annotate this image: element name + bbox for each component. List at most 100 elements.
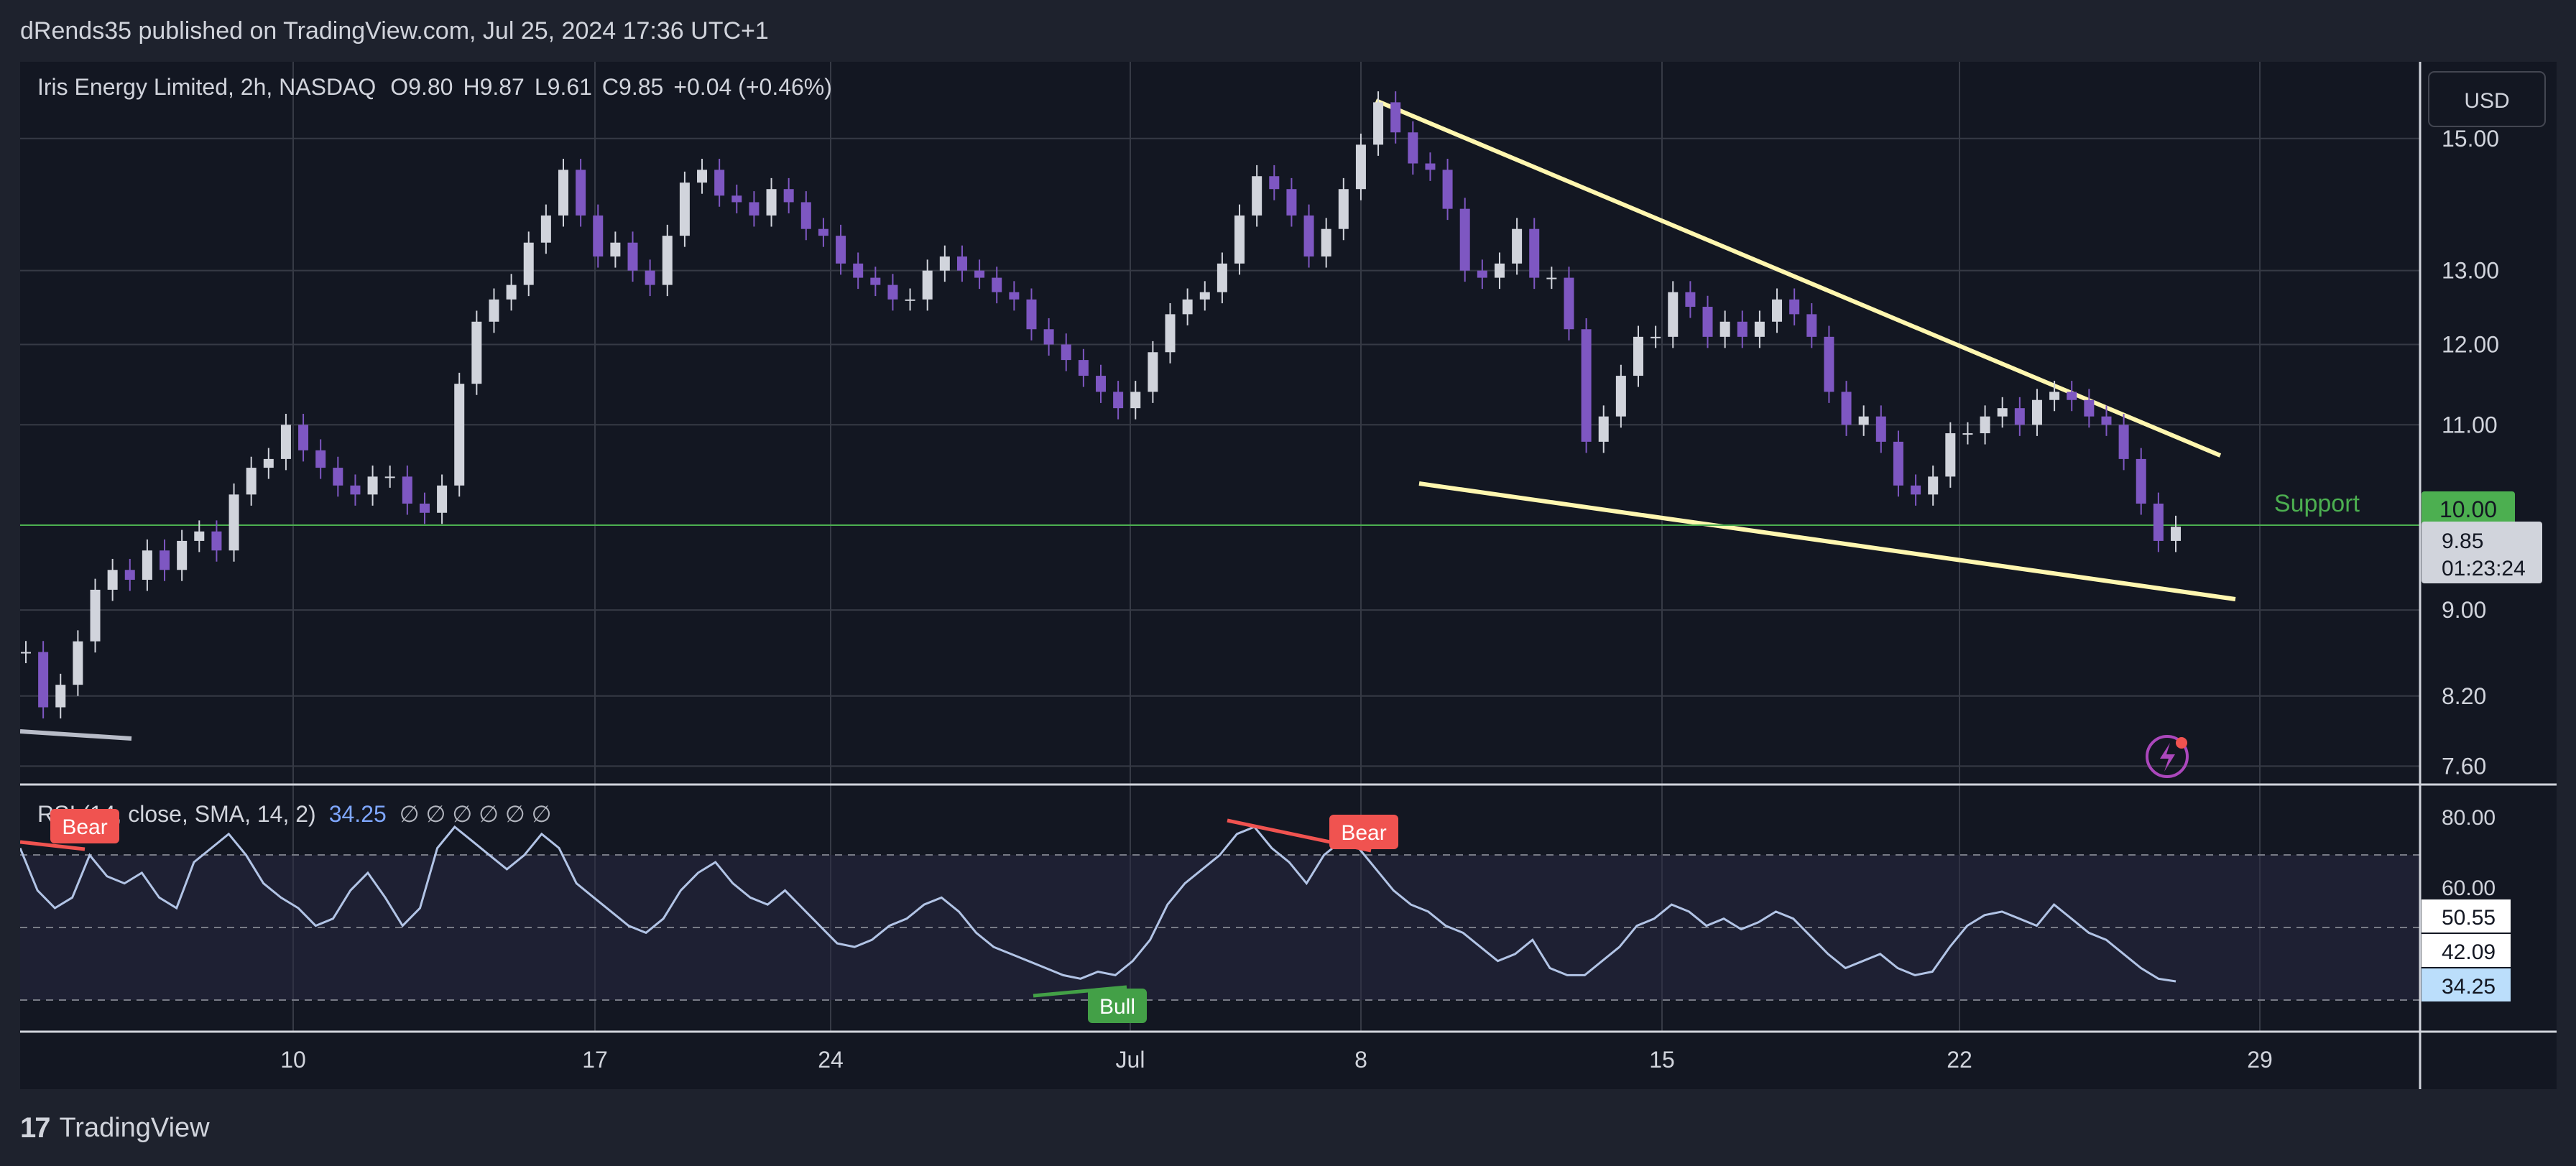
candle-body xyxy=(939,256,950,271)
candle-body xyxy=(818,228,828,236)
candle-body xyxy=(593,215,604,257)
candle-body xyxy=(1425,163,1436,170)
candle-body xyxy=(523,242,534,285)
candle-body xyxy=(1911,485,1921,495)
left-trendline-stub[interactable] xyxy=(19,729,132,741)
rsi-line[interactable] xyxy=(19,825,2176,983)
candle-body xyxy=(419,503,430,513)
candle-body xyxy=(1875,416,1886,442)
candle-body xyxy=(350,485,361,495)
candlesticks xyxy=(21,91,2181,719)
candle-body xyxy=(974,270,985,278)
candle-body xyxy=(1581,329,1592,442)
candle-body xyxy=(731,195,742,203)
candle-body xyxy=(1685,292,1696,307)
price-tick-label: 9.00 xyxy=(2442,597,2486,623)
candle-body xyxy=(1841,392,1852,425)
rsi-band xyxy=(20,855,2420,1000)
candle-body xyxy=(1737,321,1748,337)
last-price-badge xyxy=(2422,522,2542,583)
candle-body xyxy=(1928,476,1939,495)
support-label: Support xyxy=(2274,490,2360,517)
time-axis[interactable]: 10 17 24 Jul 8 15 22 29 xyxy=(280,1047,2273,1073)
rsi-tick-80: 80.00 xyxy=(2442,806,2496,830)
time-tick-label: 29 xyxy=(2247,1047,2273,1073)
candle-body xyxy=(1182,299,1193,315)
time-tick-label: 15 xyxy=(1649,1047,1675,1073)
price-axis[interactable]: 15.00 13.00 12.00 11.00 9.00 8.20 7.60 xyxy=(2442,126,2499,779)
candle-body xyxy=(679,182,690,236)
rsi-value-current: 34.25 xyxy=(2442,975,2496,999)
candle-body xyxy=(1442,170,1453,209)
candle-body xyxy=(1789,299,1800,315)
time-tick-label: 24 xyxy=(818,1047,844,1073)
candle-body xyxy=(645,270,655,285)
candle-body xyxy=(315,450,326,468)
bear-badge-1 xyxy=(50,809,119,843)
candle-body xyxy=(1321,228,1331,257)
rsi-value-upper: 50.55 xyxy=(2442,906,2496,930)
candle-body xyxy=(922,270,933,300)
upper-trendline[interactable] xyxy=(1375,98,2222,458)
candle-body xyxy=(2153,503,2164,541)
candle-body xyxy=(55,685,66,708)
candle-body xyxy=(90,589,101,642)
candle-body xyxy=(2101,416,2112,425)
time-tick-label: 8 xyxy=(1354,1047,1367,1073)
candle-body xyxy=(1026,299,1037,330)
rsi-badge-lower xyxy=(2422,934,2511,967)
candle-body xyxy=(1893,441,1903,486)
candle-body xyxy=(905,299,915,301)
candle-body xyxy=(1962,433,1973,435)
candle-body xyxy=(142,550,152,580)
candle-body xyxy=(2136,458,2146,504)
candle-body xyxy=(1477,270,1487,278)
candle-body xyxy=(956,256,967,271)
chart-container[interactable]: Iris Energy Limited, 2h, NASDAQ O9.80 H9.8… xyxy=(19,62,2557,1089)
currency-button[interactable] xyxy=(2428,71,2546,127)
candle-body xyxy=(1252,176,1262,216)
candle-body xyxy=(1303,215,1314,257)
candle-body xyxy=(1217,263,1227,292)
price-tick-label: 12.00 xyxy=(2442,332,2499,358)
bull-label: Bull xyxy=(1099,995,1135,1019)
candle-body xyxy=(1355,144,1366,190)
trendlines[interactable] xyxy=(19,98,2236,741)
candle-body xyxy=(489,299,499,322)
candle-body xyxy=(506,284,517,300)
candle-body xyxy=(1719,321,1730,337)
candle-body xyxy=(2118,425,2129,459)
candle-body xyxy=(697,170,708,183)
lightning-alert-icon[interactable] xyxy=(2146,735,2189,778)
footer-brand[interactable]: 17 TradingView xyxy=(20,1106,210,1149)
price-tick-label: 8.20 xyxy=(2442,683,2486,709)
bull-badge xyxy=(1088,989,1147,1023)
candle-body xyxy=(1702,307,1713,337)
time-tick-label: 17 xyxy=(582,1047,608,1073)
candle-body xyxy=(1165,314,1176,353)
candle-body xyxy=(1824,336,1834,392)
candle-body xyxy=(1668,292,1679,337)
candle-body xyxy=(1390,102,1401,133)
publish-info: dRends35 published on TradingView.com, J… xyxy=(20,17,769,45)
candle-body xyxy=(1096,376,1106,392)
price-tick-label: 7.60 xyxy=(2442,753,2486,779)
candle-body xyxy=(540,215,551,243)
candle-body xyxy=(1564,277,1574,330)
candle-body xyxy=(1148,352,1158,392)
candle-body xyxy=(471,321,482,384)
candle-body xyxy=(714,170,725,196)
candle-body xyxy=(1199,292,1210,300)
candle-body xyxy=(870,277,881,285)
bear-divergence-1 xyxy=(19,840,86,851)
time-tick-label: 10 xyxy=(280,1047,306,1073)
chart-svg[interactable]: Iris Energy Limited, 2h, NASDAQ O9.80 H9.8… xyxy=(19,62,2557,1089)
candle-body xyxy=(1373,102,1384,145)
candle-body xyxy=(558,170,568,216)
time-tick-label: Jul xyxy=(1116,1047,1145,1073)
candle-body xyxy=(1772,299,1783,322)
last-price: 9.85 xyxy=(2442,529,2483,553)
lower-trendline[interactable] xyxy=(1418,481,2236,601)
candle-body xyxy=(610,242,621,257)
legend-symbol: Iris Energy Limited, 2h, NASDAQ O9.80 H9.8… xyxy=(37,74,832,100)
